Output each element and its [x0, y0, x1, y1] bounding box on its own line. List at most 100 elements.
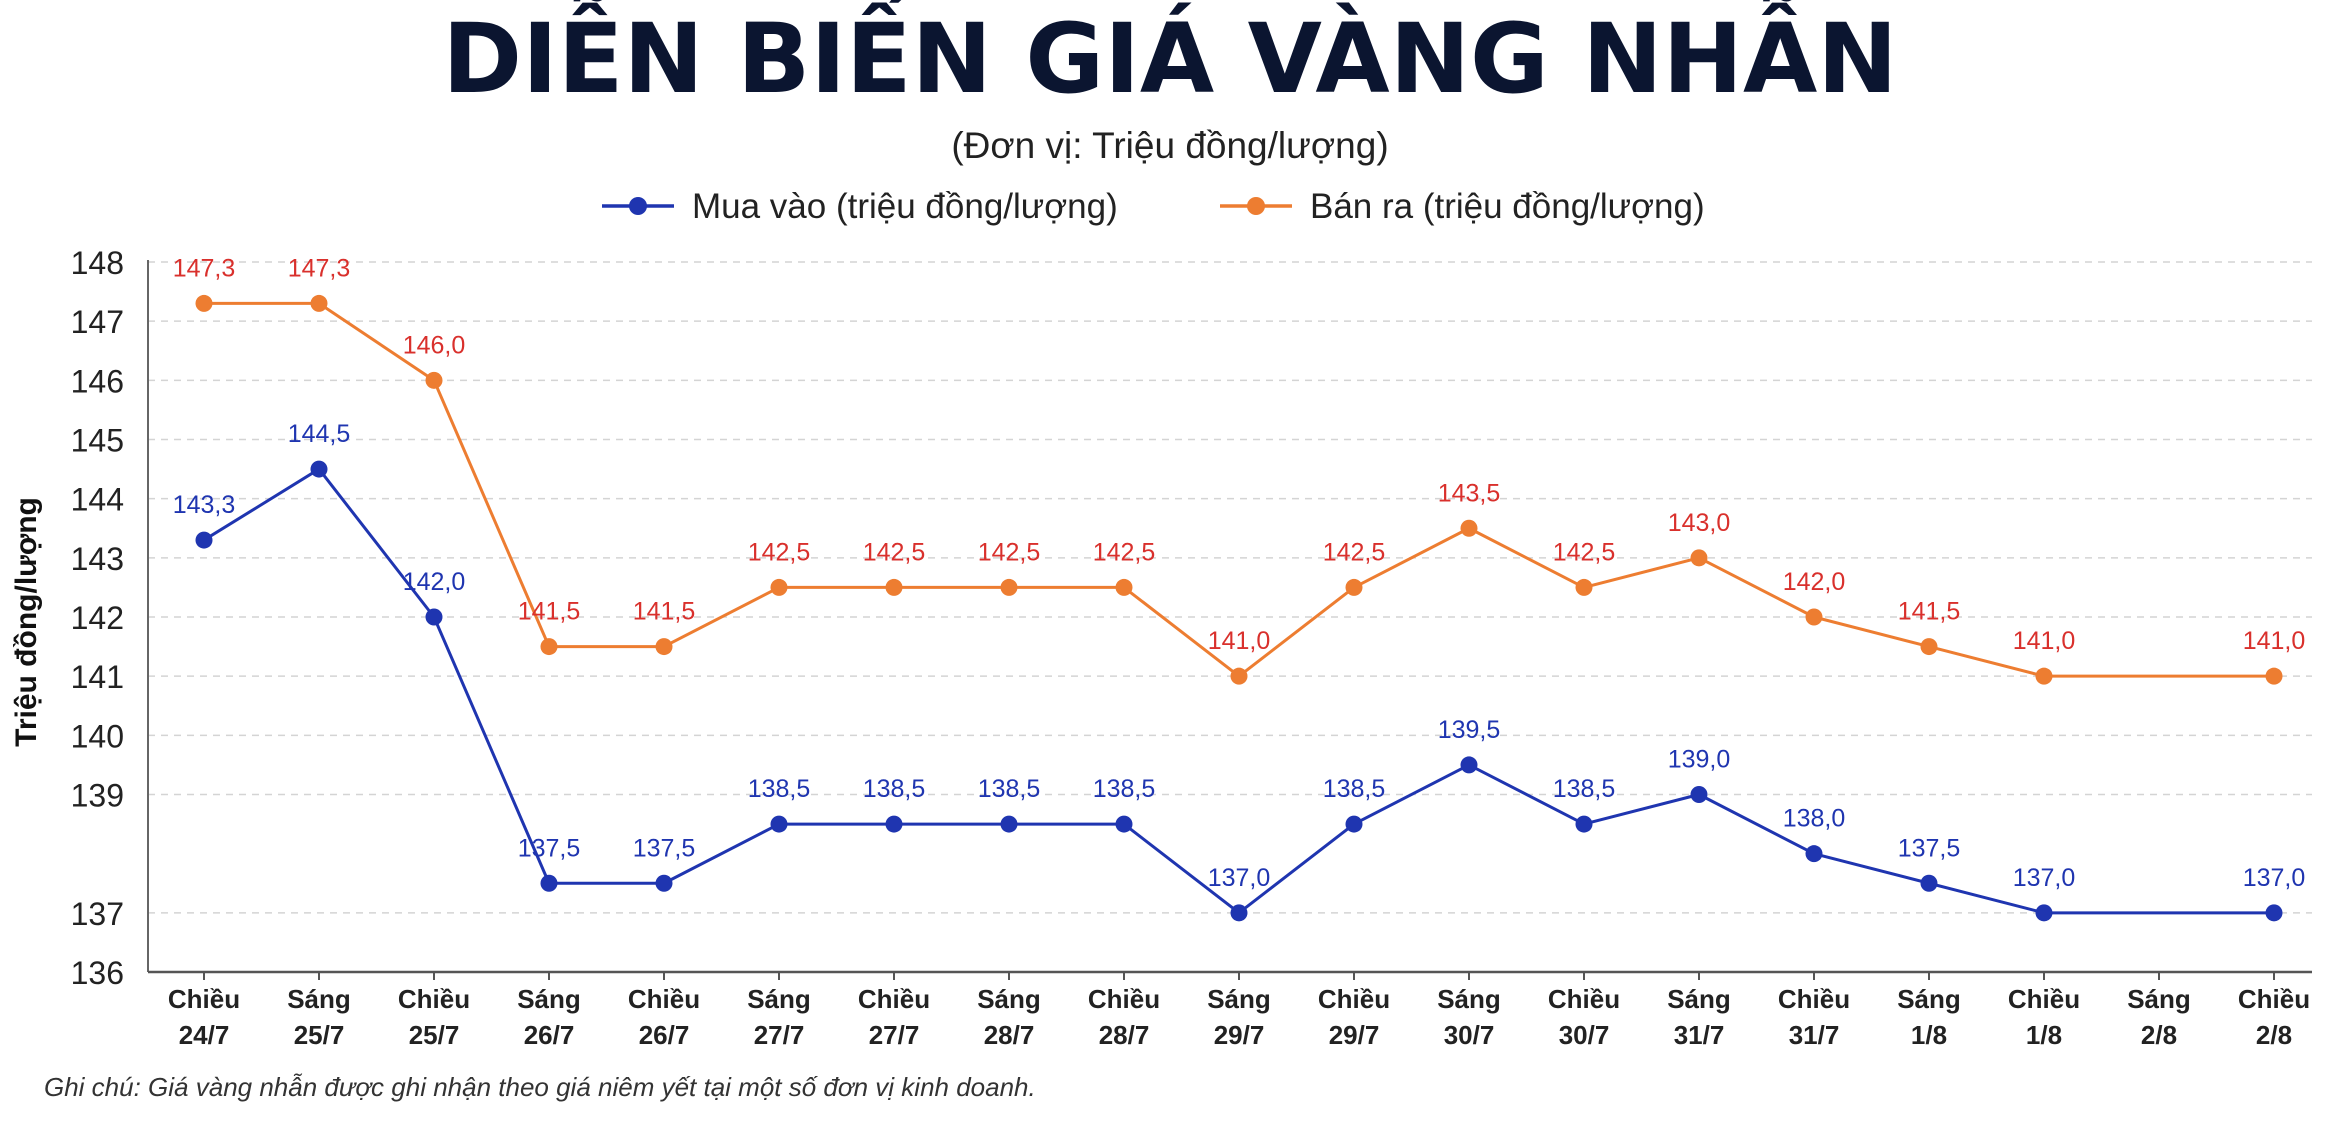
data-label-sell: 142,5	[978, 538, 1041, 566]
y-tick-label: 141	[71, 659, 124, 695]
marker-sell	[1575, 578, 1593, 596]
marker-buy	[1460, 756, 1478, 774]
x-tick-label: 28/7	[984, 1020, 1035, 1050]
x-tick-label: 2/8	[2256, 1020, 2292, 1050]
data-label-sell: 146,0	[403, 331, 466, 359]
legend-buy-label: Mua vào (triệu đồng/lượng)	[692, 187, 1118, 226]
y-tick-label: 139	[71, 778, 124, 814]
legend-sell-marker-icon	[1247, 197, 1265, 215]
y-axis-label: Triệu đồng/lượng	[10, 497, 43, 747]
data-label-sell: 142,5	[748, 538, 811, 566]
data-label-buy: 137,0	[2243, 864, 2306, 892]
marker-sell	[540, 638, 558, 656]
marker-sell	[425, 371, 443, 389]
x-tick-label: Sáng	[1897, 984, 1961, 1014]
marker-buy	[540, 874, 558, 892]
y-tick-labels: 136 137 139 140 141 142 143 144 145 146 147 148	[71, 245, 124, 991]
marker-sell	[1345, 578, 1363, 596]
x-tick-label: 27/7	[869, 1020, 920, 1050]
marker-buy	[1115, 815, 1133, 833]
data-label-sell: 141,5	[518, 598, 581, 626]
x-tick-label: 31/7	[1674, 1020, 1725, 1050]
y-tick-label: 145	[71, 423, 124, 459]
x-tick-label: Chiều	[1318, 984, 1390, 1014]
marker-buy	[1575, 815, 1593, 833]
marker-sell	[1690, 549, 1708, 567]
x-tick-label: 30/7	[1559, 1020, 1610, 1050]
data-label-sell: 142,5	[1553, 538, 1616, 566]
y-tick-label: 143	[71, 541, 124, 577]
x-tick-label: Sáng	[287, 984, 351, 1014]
data-label-sell: 142,5	[863, 538, 926, 566]
data-label-buy: 143,3	[173, 491, 236, 519]
x-tick-label: Sáng	[2127, 984, 2191, 1014]
x-tick-label: 29/7	[1329, 1020, 1380, 1050]
y-tick-label: 148	[71, 245, 124, 281]
legend-item-buy: Mua vào (triệu đồng/lượng)	[602, 187, 1118, 226]
x-tick-label: Sáng	[1667, 984, 1731, 1014]
data-label-sell: 143,5	[1438, 479, 1501, 507]
legend: Mua vào (triệu đồng/lượng) Bán ra (triệu…	[602, 187, 1705, 226]
x-tick-label: Chiều	[398, 984, 470, 1014]
data-label-buy: 138,5	[978, 775, 1041, 803]
series-lines	[203, 301, 2274, 915]
y-tick-label: 142	[71, 600, 124, 636]
legend-item-sell: Bán ra (triệu đồng/lượng)	[1220, 187, 1705, 226]
x-tick-label: 30/7	[1444, 1020, 1495, 1050]
data-label-sell: 141,5	[633, 598, 696, 626]
marker-buy	[195, 531, 213, 549]
marker-buy	[2265, 904, 2283, 922]
data-label-sell: 141,5	[1898, 598, 1961, 626]
x-tick-label: Chiều	[628, 984, 700, 1014]
x-tick-label: 2/8	[2141, 1020, 2177, 1050]
x-tick-label: Chiều	[2008, 984, 2080, 1014]
data-labels: 143,3 144,5 142,0 137,5 137,5 138,5 138,5 138,5…	[173, 254, 2306, 891]
data-label-buy: 144,5	[288, 420, 351, 448]
chart-note: Ghi chú: Giá vàng nhẫn được ghi nhận the…	[44, 1072, 1036, 1102]
x-tick-label: 31/7	[1789, 1020, 1840, 1050]
marker-buy	[885, 815, 903, 833]
x-tick-label: 1/8	[1911, 1020, 1947, 1050]
x-tick-label: 27/7	[754, 1020, 805, 1050]
data-label-buy: 138,5	[1553, 775, 1616, 803]
marker-buy	[310, 460, 328, 478]
x-tick-labels: Chiều 24/7 Sáng 25/7 Chiều 25/7 Sáng 26/7 Chiều 2…	[168, 972, 2310, 1050]
series-line-sell	[204, 301, 2274, 678]
data-label-buy: 137,0	[2013, 864, 2076, 892]
data-label-buy: 137,5	[633, 834, 696, 862]
x-tick-label: 1/8	[2026, 1020, 2062, 1050]
marker-sell	[1920, 638, 1938, 656]
marker-buy	[1805, 845, 1823, 863]
x-tick-label: 25/7	[409, 1020, 460, 1050]
marker-buy	[655, 874, 673, 892]
marker-buy	[1920, 874, 1938, 892]
data-label-sell: 141,0	[2243, 627, 2306, 655]
marker-sell	[885, 578, 903, 596]
marker-sell	[2265, 667, 2283, 685]
x-tick-label: 28/7	[1099, 1020, 1150, 1050]
marker-buy	[770, 815, 788, 833]
marker-buy	[1000, 815, 1018, 833]
y-tick-label: 144	[71, 482, 124, 518]
marker-sell	[195, 294, 213, 312]
marker-buy	[1230, 904, 1248, 922]
data-label-buy: 142,0	[403, 568, 466, 596]
x-tick-label: Sáng	[1207, 984, 1271, 1014]
marker-sell	[1230, 667, 1248, 685]
x-tick-label: Sáng	[977, 984, 1041, 1014]
data-label-sell: 142,5	[1323, 538, 1386, 566]
x-tick-label: 26/7	[524, 1020, 575, 1050]
marker-buy	[425, 608, 443, 626]
y-tick-label: 137	[71, 896, 124, 932]
legend-buy-marker-icon	[629, 197, 647, 215]
data-label-sell: 142,0	[1783, 568, 1846, 596]
series-markers	[195, 294, 2283, 922]
data-label-sell: 141,0	[1208, 627, 1271, 655]
x-tick-label: Chiều	[858, 984, 930, 1014]
data-label-sell: 147,3	[173, 254, 236, 282]
x-tick-label: Chiều	[1088, 984, 1160, 1014]
marker-sell	[655, 638, 673, 656]
x-tick-label: 29/7	[1214, 1020, 1265, 1050]
axes	[147, 260, 2312, 974]
